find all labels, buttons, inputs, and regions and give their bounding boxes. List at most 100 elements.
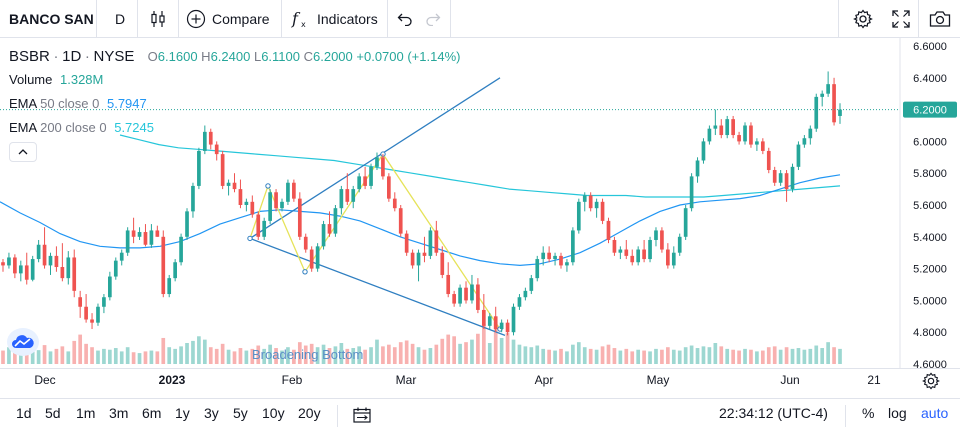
candle-body	[191, 185, 195, 212]
range-10y[interactable]: 10y	[262, 405, 285, 421]
candle-body	[363, 176, 367, 186]
date-range-button[interactable]	[353, 407, 371, 428]
candle-body	[440, 252, 445, 275]
undo-button[interactable]	[396, 0, 414, 37]
plus-circle-icon	[186, 9, 206, 28]
volume-bars	[1, 322, 842, 364]
candle-body	[244, 201, 249, 205]
candle-body	[108, 276, 112, 298]
volume-bar	[42, 345, 47, 364]
candle-body	[713, 125, 718, 129]
pattern-point	[302, 269, 308, 275]
ema50-line	[0, 174, 841, 267]
candle-body	[719, 125, 724, 136]
volume-bar	[505, 332, 510, 364]
volume-bar	[820, 348, 825, 364]
volume-bar	[274, 348, 278, 364]
volume-legend[interactable]: Volume 1.328M	[9, 72, 103, 87]
candle-body	[54, 255, 59, 268]
range-1d[interactable]: 1d	[16, 405, 32, 421]
range-3m[interactable]: 3m	[109, 405, 129, 421]
ema200-legend[interactable]: EMA 200 close 0 5.7245	[9, 120, 154, 135]
chart-pane[interactable]: 6.2000 6.6000 6.4000 6.0000 5.8000 5.6000 5.4…	[0, 38, 960, 368]
collapse-legend-button[interactable]	[9, 142, 37, 162]
chart-type-button[interactable]	[146, 0, 170, 37]
indicators-button[interactable]: f x Indicators	[290, 0, 390, 37]
auto-toggle[interactable]: auto	[921, 405, 949, 421]
snapshot-button[interactable]	[929, 0, 951, 37]
function-icon: f x	[291, 9, 306, 29]
candle-body	[677, 236, 682, 253]
volume-bar	[428, 348, 433, 364]
fullscreen-button[interactable]	[891, 0, 911, 37]
volume-bar	[695, 348, 700, 364]
range-6m[interactable]: 6m	[142, 405, 162, 421]
price-axis-label: 4.8000	[913, 327, 947, 339]
candle-body	[790, 166, 795, 190]
candle-body	[297, 198, 302, 237]
range-5y[interactable]: 5y	[233, 405, 248, 421]
gear-icon	[922, 372, 940, 390]
time-axis[interactable]: Dec 2023 Feb Mar Apr May Jun 21	[0, 368, 960, 393]
symbol-legend: BSBR · 1D · NYSE O6.1600 H6.2400 L6.1100…	[9, 48, 460, 65]
volume-bar	[422, 349, 427, 364]
redo-button[interactable]	[424, 0, 442, 37]
candle-body	[90, 319, 94, 323]
volume-bar	[1, 350, 5, 364]
volume-bar	[784, 347, 789, 364]
volume-bar	[375, 339, 379, 364]
close-value: 6.2000	[313, 49, 353, 64]
candles-icon	[151, 10, 165, 27]
ema200-line	[119, 134, 841, 198]
volume-bar	[464, 342, 468, 364]
range-20y[interactable]: 20y	[298, 405, 321, 421]
candle-body	[606, 220, 611, 240]
volume-bar	[208, 347, 213, 364]
candle-body	[143, 232, 148, 245]
candle-body	[576, 201, 581, 231]
candle-body	[499, 322, 504, 330]
volume-bar	[737, 350, 741, 364]
divider	[918, 0, 919, 37]
ema50-params: 50 close 0	[40, 96, 100, 111]
volume-bar	[250, 348, 255, 364]
undo-icon	[397, 13, 412, 26]
candle-body	[392, 198, 397, 209]
candle-body	[701, 141, 706, 161]
range-1y[interactable]: 1y	[175, 405, 190, 421]
range-1m[interactable]: 1m	[76, 405, 96, 421]
log-toggle[interactable]: log	[888, 405, 907, 421]
price-chart[interactable]: 6.2000 6.6000 6.4000 6.0000 5.8000 5.6000 5.4…	[0, 38, 960, 368]
candle-body	[137, 232, 142, 237]
ema50-legend[interactable]: EMA 50 close 0 5.7947	[9, 96, 147, 111]
volume-bar	[725, 348, 730, 364]
price-axis[interactable]: 6.6000 6.4000 6.0000 5.8000 5.6000 5.4000 5.20…	[913, 41, 947, 368]
candle-body	[731, 119, 735, 136]
percent-toggle[interactable]: %	[862, 405, 875, 421]
volume-bar	[470, 339, 474, 364]
range-3y[interactable]: 3y	[204, 405, 219, 421]
axis-settings-button[interactable]	[922, 372, 940, 390]
candle-body	[517, 297, 522, 307]
volume-bar	[588, 348, 593, 364]
range-5d[interactable]: 5d	[45, 405, 61, 421]
symbol-search[interactable]: BANCO SAN	[9, 10, 94, 27]
compare-button[interactable]: Compare	[186, 0, 276, 37]
candle-body	[654, 230, 658, 240]
candle-body	[760, 141, 765, 151]
settings-button[interactable]	[852, 0, 874, 37]
logo[interactable]	[7, 328, 39, 356]
volume-bar	[808, 348, 813, 364]
candle-body	[529, 278, 534, 291]
volume-bar	[102, 348, 106, 364]
candle-body	[84, 306, 88, 320]
candle-body	[119, 252, 124, 261]
candle-body	[772, 170, 777, 183]
volume-bar	[796, 348, 801, 364]
candle-body	[446, 274, 451, 295]
price-axis-label: 6.4000	[913, 73, 947, 85]
interval-button[interactable]: D	[114, 10, 126, 27]
candle-body	[24, 265, 29, 280]
volume-bar	[7, 347, 11, 364]
volume-bar	[529, 347, 534, 364]
